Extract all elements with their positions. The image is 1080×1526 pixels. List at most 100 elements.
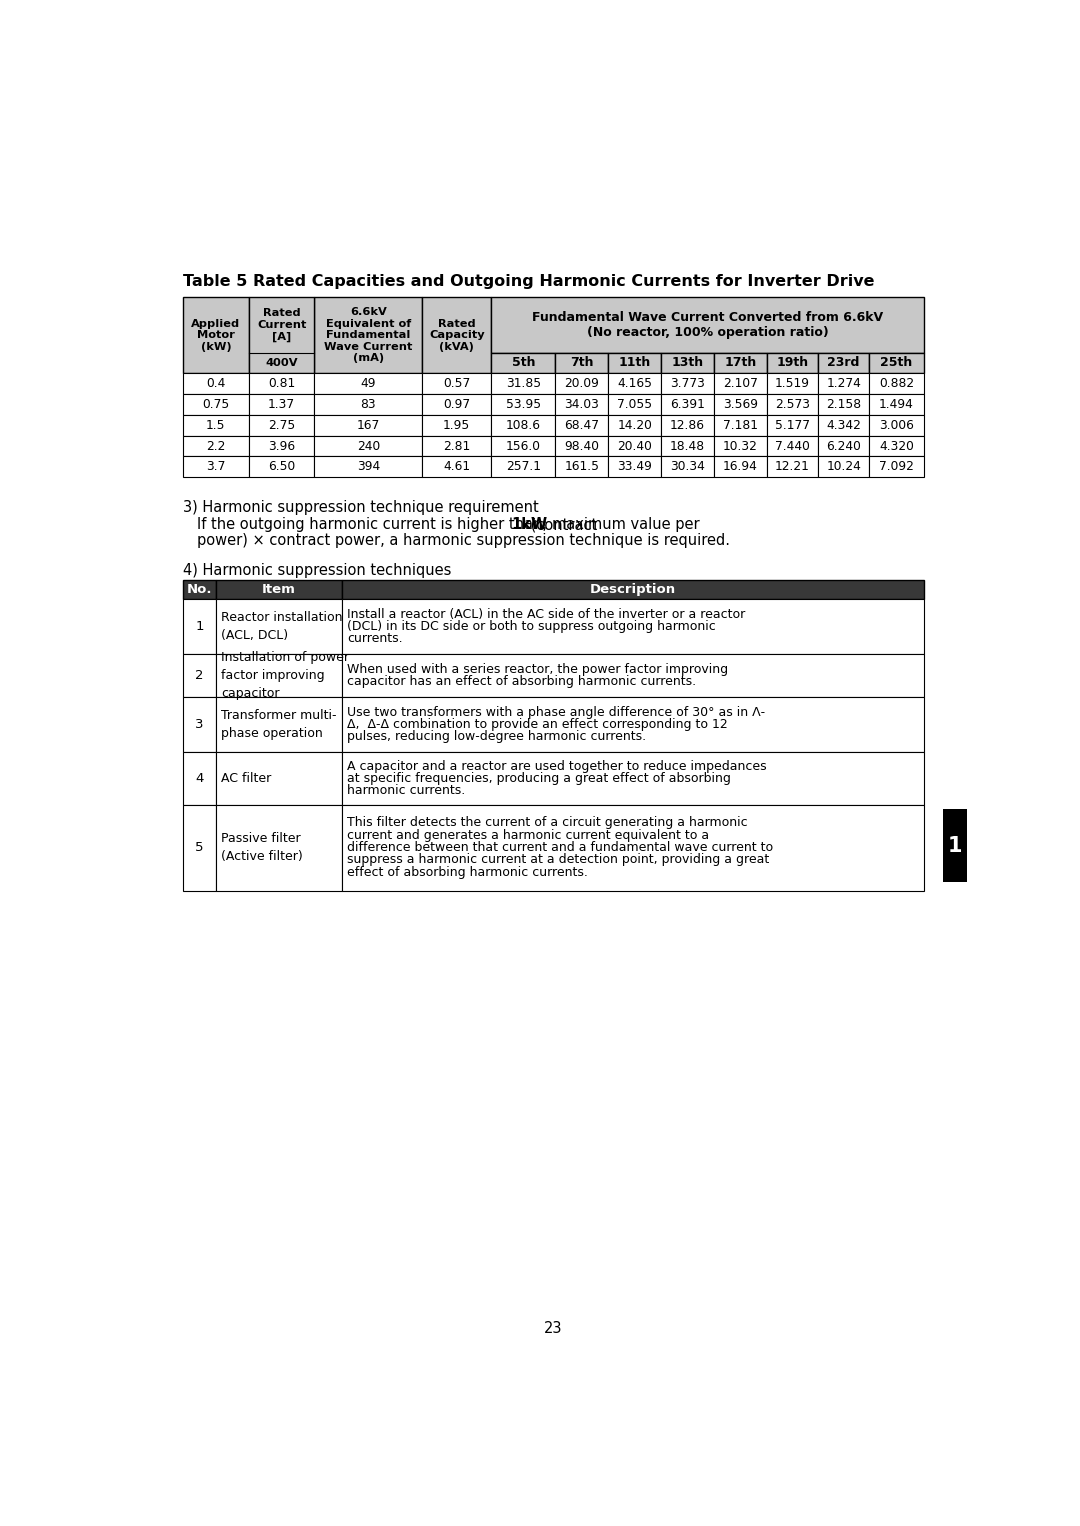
Bar (767, 353, 819, 374)
Text: 257.1: 257.1 (505, 461, 541, 473)
Text: Table 5 Rated Capacities and Outgoing Harmonic Currents for Inverter Drive: Table 5 Rated Capacities and Outgoing Ha… (183, 275, 875, 290)
Bar (555, 374, 608, 394)
Text: power) × contract power, a harmonic suppression technique is required.: power) × contract power, a harmonic supp… (197, 533, 730, 548)
Bar (342, 752, 924, 804)
Bar (767, 415, 819, 436)
Bar (714, 394, 767, 415)
Bar (869, 353, 924, 374)
Text: 34.03: 34.03 (565, 398, 599, 410)
Text: 2.158: 2.158 (826, 398, 861, 410)
Bar (248, 436, 314, 456)
Bar (767, 436, 819, 456)
Bar (491, 415, 555, 436)
Text: 12.21: 12.21 (775, 461, 810, 473)
Text: 10.32: 10.32 (724, 439, 758, 453)
Text: 11th: 11th (619, 357, 651, 369)
Text: 30.34: 30.34 (671, 461, 705, 473)
Text: Rated
Current
[A]: Rated Current [A] (257, 308, 307, 342)
Text: Installation of power
factor improving
capacitor: Installation of power factor improving c… (221, 652, 349, 700)
Text: 23: 23 (544, 1322, 563, 1337)
Bar (422, 394, 491, 415)
Bar (819, 456, 869, 478)
Text: When used with a series reactor, the power factor improving: When used with a series reactor, the pow… (348, 662, 729, 676)
Bar (608, 394, 661, 415)
Text: 23rd: 23rd (827, 357, 860, 369)
Bar (869, 456, 924, 478)
Text: 161.5: 161.5 (564, 461, 599, 473)
Text: 12.86: 12.86 (670, 418, 705, 432)
Bar (216, 752, 342, 804)
Text: AC filter: AC filter (221, 772, 271, 784)
Bar (714, 436, 767, 456)
Bar (491, 436, 555, 456)
Text: 13th: 13th (672, 357, 704, 369)
Bar (248, 415, 314, 436)
Text: 49: 49 (361, 377, 376, 391)
Text: Reactor installation
(ACL, DCL): Reactor installation (ACL, DCL) (221, 610, 342, 642)
Bar (869, 374, 924, 394)
Bar (714, 415, 767, 436)
Text: 2: 2 (195, 668, 203, 682)
Bar (183, 804, 216, 891)
Bar (216, 804, 342, 891)
Text: suppress a harmonic current at a detection point, providing a great: suppress a harmonic current at a detecti… (348, 853, 770, 867)
Text: 156.0: 156.0 (505, 439, 541, 453)
Bar (342, 697, 924, 752)
Bar (767, 394, 819, 415)
Text: 0.75: 0.75 (202, 398, 230, 410)
Bar (819, 436, 869, 456)
Text: 18.48: 18.48 (670, 439, 705, 453)
Bar (661, 415, 714, 436)
Text: 1: 1 (195, 620, 203, 633)
Bar (342, 655, 924, 697)
Text: 17th: 17th (725, 357, 757, 369)
Text: 31.85: 31.85 (505, 377, 541, 391)
Text: 6.240: 6.240 (826, 439, 861, 453)
Bar (555, 456, 608, 478)
Bar (183, 655, 216, 697)
Text: 3.569: 3.569 (723, 398, 758, 410)
Text: 10.24: 10.24 (826, 461, 861, 473)
Text: 5: 5 (195, 841, 203, 855)
Bar (869, 415, 924, 436)
Bar (314, 415, 422, 436)
Text: Applied
Motor
(kW): Applied Motor (kW) (191, 319, 241, 353)
Text: current and generates a harmonic current equivalent to a: current and generates a harmonic current… (348, 829, 710, 842)
Text: 7th: 7th (570, 357, 594, 369)
Text: Passive filter
(Active filter): Passive filter (Active filter) (221, 832, 302, 864)
Text: 5.177: 5.177 (775, 418, 810, 432)
Text: 20.40: 20.40 (618, 439, 652, 453)
Bar (216, 580, 342, 598)
Text: 1.274: 1.274 (826, 377, 861, 391)
Text: 83: 83 (361, 398, 376, 410)
Text: 4.61: 4.61 (443, 461, 471, 473)
Text: 0.882: 0.882 (879, 377, 914, 391)
Bar (714, 456, 767, 478)
Text: 7.092: 7.092 (879, 461, 914, 473)
Text: This filter detects the current of a circuit generating a harmonic: This filter detects the current of a cir… (348, 816, 748, 830)
Bar (608, 374, 661, 394)
Text: pulses, reducing low-degree harmonic currents.: pulses, reducing low-degree harmonic cur… (348, 731, 647, 743)
Text: difference between that current and a fundamental wave current to: difference between that current and a fu… (348, 841, 773, 855)
Text: at specific frequencies, producing a great effect of absorbing: at specific frequencies, producing a gre… (348, 772, 731, 784)
Bar (248, 394, 314, 415)
Text: 1kW: 1kW (511, 517, 548, 533)
Text: 2.2: 2.2 (206, 439, 226, 453)
Text: 5th: 5th (512, 357, 535, 369)
Bar (314, 436, 422, 456)
Bar (943, 809, 967, 882)
Bar (183, 752, 216, 804)
Bar (183, 598, 216, 655)
Bar (491, 298, 924, 353)
Bar (342, 598, 924, 655)
Text: capacitor has an effect of absorbing harmonic currents.: capacitor has an effect of absorbing har… (348, 674, 697, 688)
Text: A capacitor and a reactor are used together to reduce impedances: A capacitor and a reactor are used toget… (348, 760, 767, 772)
Bar (491, 374, 555, 394)
Bar (661, 374, 714, 394)
Bar (555, 415, 608, 436)
Bar (183, 580, 216, 598)
Text: 7.055: 7.055 (617, 398, 652, 410)
Text: 16.94: 16.94 (724, 461, 758, 473)
Bar (183, 456, 248, 478)
Bar (819, 415, 869, 436)
